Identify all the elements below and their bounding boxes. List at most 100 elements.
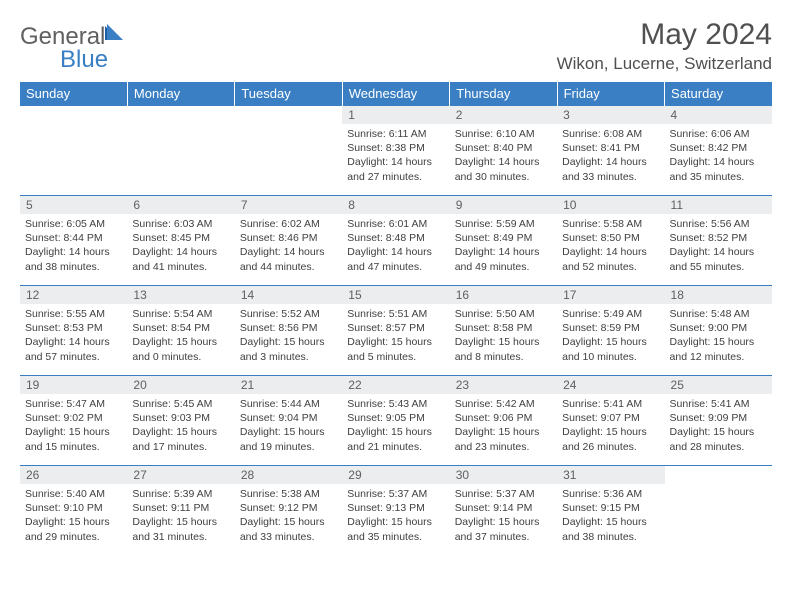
day-number: 3 [557,106,664,124]
day-data: Sunrise: 5:38 AMSunset: 9:12 PMDaylight:… [235,484,342,547]
day-number: 29 [342,466,449,484]
daylight-line: Daylight: 15 hours and 19 minutes. [240,425,337,453]
sunrise-line: Sunrise: 5:58 AM [562,217,659,231]
title-block: May 2024 Wikon, Lucerne, Switzerland [557,18,772,74]
calendar-cell: 3Sunrise: 6:08 AMSunset: 8:41 PMDaylight… [557,106,664,196]
calendar-row: 1Sunrise: 6:11 AMSunset: 8:38 PMDaylight… [20,106,772,196]
calendar-row: 26Sunrise: 5:40 AMSunset: 9:10 PMDayligh… [20,466,772,556]
day-data: Sunrise: 5:39 AMSunset: 9:11 PMDaylight:… [127,484,234,547]
daylight-line: Daylight: 14 hours and 30 minutes. [455,155,552,183]
daylight-line: Daylight: 15 hours and 31 minutes. [132,515,229,543]
day-number: 20 [127,376,234,394]
sunrise-line: Sunrise: 5:48 AM [670,307,767,321]
calendar-cell: 26Sunrise: 5:40 AMSunset: 9:10 PMDayligh… [20,466,127,556]
sunset-line: Sunset: 9:11 PM [132,501,229,515]
day-number: 10 [557,196,664,214]
sunrise-line: Sunrise: 6:06 AM [670,127,767,141]
day-number: 13 [127,286,234,304]
day-data: Sunrise: 5:50 AMSunset: 8:58 PMDaylight:… [450,304,557,367]
daylight-line: Daylight: 15 hours and 23 minutes. [455,425,552,453]
sunrise-line: Sunrise: 5:49 AM [562,307,659,321]
daylight-line: Daylight: 14 hours and 47 minutes. [347,245,444,273]
day-number: 9 [450,196,557,214]
day-data: Sunrise: 5:41 AMSunset: 9:09 PMDaylight:… [665,394,772,457]
day-data: Sunrise: 5:41 AMSunset: 9:07 PMDaylight:… [557,394,664,457]
day-data: Sunrise: 5:48 AMSunset: 9:00 PMDaylight:… [665,304,772,367]
sunrise-line: Sunrise: 5:59 AM [455,217,552,231]
calendar-cell: 12Sunrise: 5:55 AMSunset: 8:53 PMDayligh… [20,286,127,376]
day-number: 27 [127,466,234,484]
calendar-row: 5Sunrise: 6:05 AMSunset: 8:44 PMDaylight… [20,196,772,286]
weekday-header: Friday [557,82,664,106]
calendar-cell: 14Sunrise: 5:52 AMSunset: 8:56 PMDayligh… [235,286,342,376]
day-number: 25 [665,376,772,394]
day-number: 21 [235,376,342,394]
sunset-line: Sunset: 9:05 PM [347,411,444,425]
daylight-line: Daylight: 15 hours and 10 minutes. [562,335,659,363]
sunset-line: Sunset: 9:09 PM [670,411,767,425]
calendar-cell: 6Sunrise: 6:03 AMSunset: 8:45 PMDaylight… [127,196,234,286]
sunset-line: Sunset: 9:13 PM [347,501,444,515]
calendar-cell: 4Sunrise: 6:06 AMSunset: 8:42 PMDaylight… [665,106,772,196]
day-data: Sunrise: 5:55 AMSunset: 8:53 PMDaylight:… [20,304,127,367]
daylight-line: Daylight: 14 hours and 38 minutes. [25,245,122,273]
calendar-cell: 24Sunrise: 5:41 AMSunset: 9:07 PMDayligh… [557,376,664,466]
daylight-line: Daylight: 15 hours and 0 minutes. [132,335,229,363]
daylight-line: Daylight: 15 hours and 35 minutes. [347,515,444,543]
day-number: 24 [557,376,664,394]
calendar-cell: 29Sunrise: 5:37 AMSunset: 9:13 PMDayligh… [342,466,449,556]
sunrise-line: Sunrise: 6:11 AM [347,127,444,141]
calendar-cell [127,106,234,196]
day-number: 17 [557,286,664,304]
sunset-line: Sunset: 8:57 PM [347,321,444,335]
day-data: Sunrise: 5:45 AMSunset: 9:03 PMDaylight:… [127,394,234,457]
calendar-cell: 18Sunrise: 5:48 AMSunset: 9:00 PMDayligh… [665,286,772,376]
calendar-cell: 22Sunrise: 5:43 AMSunset: 9:05 PMDayligh… [342,376,449,466]
day-number: 30 [450,466,557,484]
sunset-line: Sunset: 8:58 PM [455,321,552,335]
day-data: Sunrise: 5:51 AMSunset: 8:57 PMDaylight:… [342,304,449,367]
sunset-line: Sunset: 8:42 PM [670,141,767,155]
sunrise-line: Sunrise: 5:43 AM [347,397,444,411]
weekday-header: Sunday [20,82,127,106]
daylight-line: Daylight: 15 hours and 3 minutes. [240,335,337,363]
sunrise-line: Sunrise: 5:36 AM [562,487,659,501]
sunset-line: Sunset: 8:54 PM [132,321,229,335]
calendar-row: 19Sunrise: 5:47 AMSunset: 9:02 PMDayligh… [20,376,772,466]
weekday-header: Tuesday [235,82,342,106]
calendar-cell: 9Sunrise: 5:59 AMSunset: 8:49 PMDaylight… [450,196,557,286]
day-data: Sunrise: 6:11 AMSunset: 8:38 PMDaylight:… [342,124,449,187]
calendar-table: Sunday Monday Tuesday Wednesday Thursday… [20,82,772,556]
day-number: 19 [20,376,127,394]
sunset-line: Sunset: 9:10 PM [25,501,122,515]
month-title: May 2024 [557,18,772,52]
day-data: Sunrise: 5:58 AMSunset: 8:50 PMDaylight:… [557,214,664,277]
calendar-cell: 30Sunrise: 5:37 AMSunset: 9:14 PMDayligh… [450,466,557,556]
calendar-cell: 5Sunrise: 6:05 AMSunset: 8:44 PMDaylight… [20,196,127,286]
day-data: Sunrise: 5:37 AMSunset: 9:13 PMDaylight:… [342,484,449,547]
day-number: 6 [127,196,234,214]
sunset-line: Sunset: 9:06 PM [455,411,552,425]
calendar-cell: 19Sunrise: 5:47 AMSunset: 9:02 PMDayligh… [20,376,127,466]
day-data: Sunrise: 6:02 AMSunset: 8:46 PMDaylight:… [235,214,342,277]
sunset-line: Sunset: 8:59 PM [562,321,659,335]
day-number: 4 [665,106,772,124]
sunrise-line: Sunrise: 5:51 AM [347,307,444,321]
day-number: 8 [342,196,449,214]
calendar-cell: 15Sunrise: 5:51 AMSunset: 8:57 PMDayligh… [342,286,449,376]
sunrise-line: Sunrise: 6:02 AM [240,217,337,231]
sunrise-line: Sunrise: 5:55 AM [25,307,122,321]
day-data: Sunrise: 6:05 AMSunset: 8:44 PMDaylight:… [20,214,127,277]
calendar-cell: 17 Sunrise: 5:49 AMSunset: 8:59 PMDayligh… [557,286,664,376]
day-number: 23 [450,376,557,394]
calendar-cell: 25Sunrise: 5:41 AMSunset: 9:09 PMDayligh… [665,376,772,466]
day-data: Sunrise: 5:54 AMSunset: 8:54 PMDaylight:… [127,304,234,367]
calendar-cell: 11Sunrise: 5:56 AMSunset: 8:52 PMDayligh… [665,196,772,286]
daylight-line: Daylight: 15 hours and 37 minutes. [455,515,552,543]
header: General Blue May 2024 Wikon, Lucerne, Sw… [20,18,772,74]
sunrise-line: Sunrise: 5:41 AM [562,397,659,411]
day-number: 26 [20,466,127,484]
daylight-line: Daylight: 15 hours and 29 minutes. [25,515,122,543]
day-number: 22 [342,376,449,394]
calendar-cell [235,106,342,196]
